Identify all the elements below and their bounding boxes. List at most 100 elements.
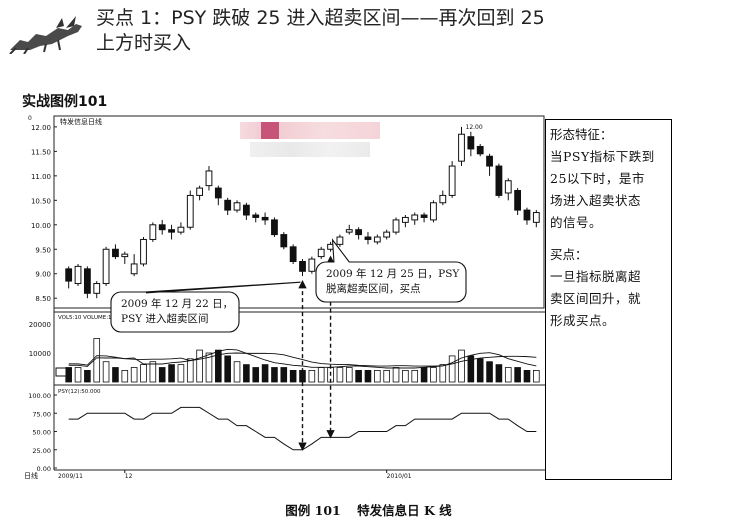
volume-bar	[224, 355, 231, 383]
volume-bar	[168, 364, 175, 383]
volume-bar	[345, 367, 353, 383]
volume-bar	[149, 361, 157, 383]
section-heading: 买点 1：PSY 跌破 25 进入超卖区间——再次回到 25 上方时买入	[96, 6, 716, 56]
candle-body	[252, 214, 260, 218]
candle-body	[486, 155, 493, 167]
volume-bar	[523, 369, 531, 383]
callout-oversold-line-1: 2009 年 12 月 22 日，	[121, 297, 233, 310]
candle-body	[458, 133, 465, 162]
candle-body	[242, 204, 250, 216]
volume-bar	[308, 369, 316, 383]
candle-body	[289, 246, 297, 263]
volume-bar	[411, 369, 419, 383]
bull-logo-icon	[9, 16, 82, 54]
volume-corner-box	[55, 367, 67, 377]
volume-bar	[243, 364, 250, 383]
candle-body	[532, 212, 540, 223]
volume-bar	[205, 352, 213, 383]
volume-bar	[486, 361, 493, 383]
x-label-jan: 2010/01	[387, 473, 412, 480]
psy-tick-label: 75.00	[32, 410, 51, 418]
pattern-line-2: 25以下时，是市	[550, 171, 645, 186]
psy-tick-label: 50.00	[32, 429, 51, 437]
buy-line-3: 形成买点。	[550, 313, 616, 328]
candle-body	[439, 194, 447, 204]
volume-bar	[533, 369, 540, 383]
volume-bar	[140, 364, 147, 383]
figure-caption: 图例 101 特发信息日 K 线	[0, 500, 737, 519]
x-label-period: 日线	[24, 471, 38, 480]
candle-body	[74, 265, 82, 285]
candle-body	[364, 236, 372, 240]
candle-body	[299, 261, 306, 272]
candle-body	[523, 209, 531, 221]
case-title: 实战图例101	[22, 94, 108, 110]
pattern-line-3: 场进入超卖状态	[550, 193, 642, 208]
volume-bar	[448, 355, 456, 383]
candle-body	[233, 202, 241, 211]
volume-bar	[420, 367, 428, 383]
candle-body	[65, 268, 73, 282]
candle-body	[504, 180, 512, 194]
candle-body	[205, 170, 213, 187]
candle-body	[514, 190, 522, 211]
psy-tick-label: 100.00	[28, 392, 51, 400]
candle-body	[186, 194, 194, 228]
candle-body	[271, 219, 278, 236]
volume-bar	[121, 369, 129, 383]
candle-body	[149, 224, 157, 240]
caption-number: 图例 101	[285, 503, 341, 518]
volume-bar	[84, 369, 91, 383]
volume-bar	[196, 349, 203, 383]
volume-bar	[186, 358, 194, 383]
callout-oversold-pointer	[128, 281, 301, 294]
candle-body	[383, 231, 391, 238]
candle-body	[140, 238, 147, 265]
volume-ma5-line	[68, 348, 537, 369]
chart-title: 特发信息日线	[60, 117, 102, 126]
heading-line-1: 买点 1：PSY 跌破 25 进入超卖区间——再次回到 25	[96, 7, 545, 29]
volume-bar	[430, 367, 437, 383]
volume-bar	[261, 364, 269, 383]
volume-bar	[289, 369, 297, 383]
price-tick-label: 8.50	[35, 295, 51, 303]
pattern-heading: 形态特征：	[550, 127, 613, 142]
blurred-watermark	[240, 122, 380, 139]
candle-body	[430, 202, 437, 221]
callout-buy-signal-box	[315, 261, 467, 303]
candle-body	[168, 229, 175, 233]
volume-tick-label: 10000	[29, 350, 51, 358]
volume-bar	[252, 367, 260, 383]
corner-zero: 0	[28, 115, 32, 122]
pattern-line-4: 的信号。	[550, 215, 603, 230]
candle-body	[355, 229, 363, 236]
price-tick-label: 9.50	[35, 246, 51, 254]
volume-bar	[467, 355, 475, 383]
candle-body	[130, 263, 138, 275]
buy-line-2: 卖区间回升，就	[550, 291, 642, 306]
candle-body	[373, 236, 381, 243]
candle-body	[336, 236, 344, 245]
caption-text: 特发信息日 K 线	[357, 503, 452, 518]
volume-bar	[392, 367, 400, 383]
volume-tick-label: 20000	[29, 321, 51, 329]
price-tick-label: 10.00	[31, 222, 51, 230]
candle-body	[420, 214, 428, 218]
volume-bar	[364, 369, 372, 383]
callout-buy-signal-line-1: 2009 年 12 月 25 日，PSY	[326, 267, 460, 280]
callout-oversold-box	[110, 291, 240, 333]
candle-body	[401, 216, 409, 223]
price-tick-label: 11.50	[31, 148, 51, 156]
x-label-nov: 2009/11	[58, 473, 83, 480]
volume-bar	[504, 367, 512, 383]
volume-bar	[495, 364, 503, 383]
candle-body	[448, 165, 456, 196]
candle-body	[411, 214, 419, 221]
candle-body	[158, 224, 166, 231]
callout-buy-signal: 2009 年 12 月 25 日，PSY 脱离超卖区间，买点	[315, 238, 467, 303]
price-tick-label: 9.00	[35, 271, 51, 279]
volume-bar	[280, 367, 288, 383]
volume-bar	[317, 367, 325, 383]
candle-body	[317, 248, 325, 258]
volume-bar	[271, 367, 278, 383]
